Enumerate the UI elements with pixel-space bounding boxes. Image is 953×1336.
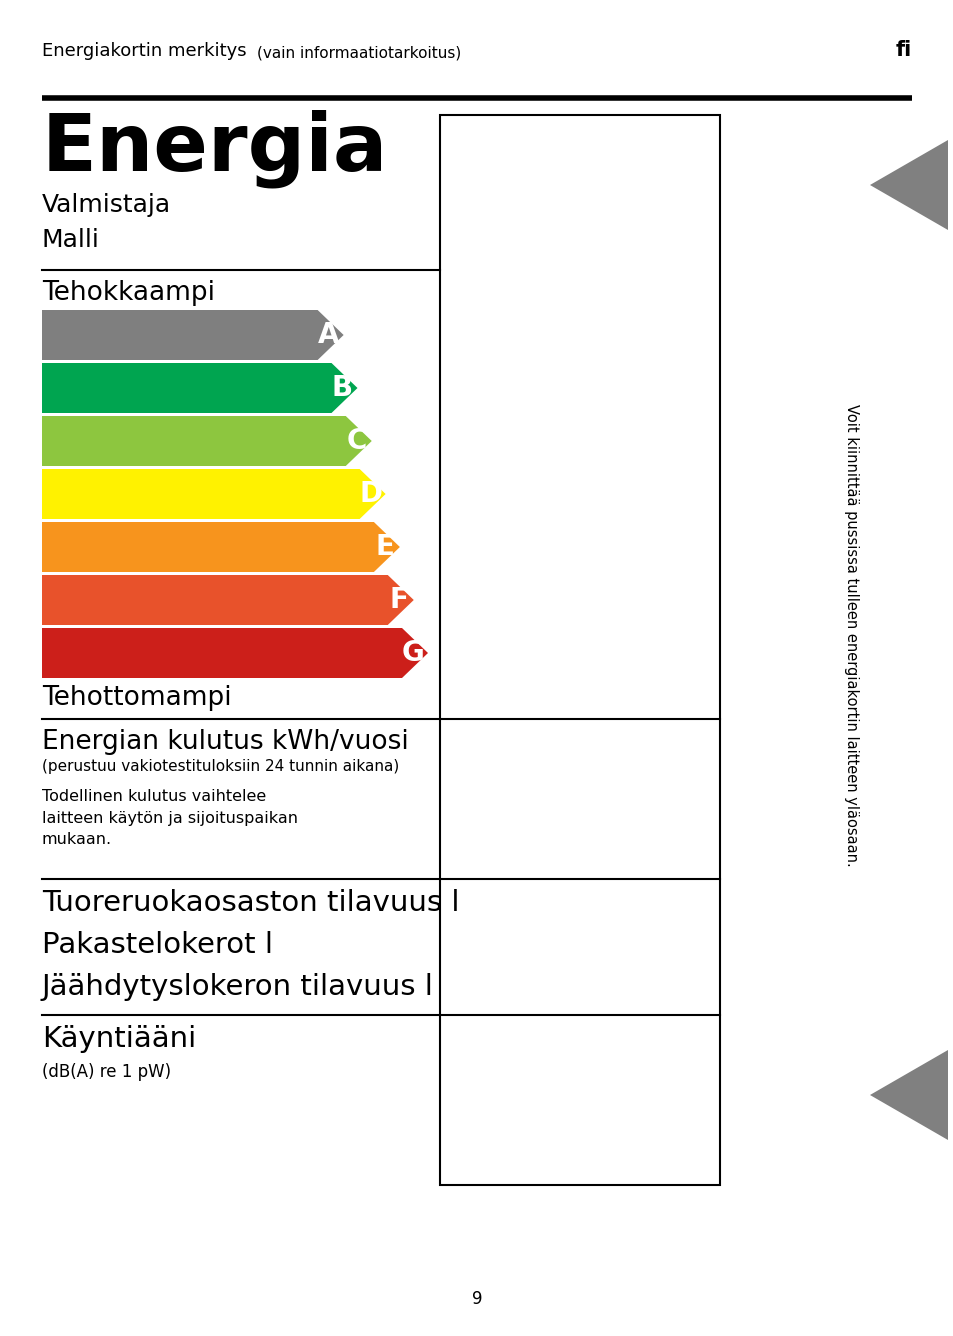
Text: C: C [346, 428, 367, 456]
Polygon shape [869, 140, 947, 230]
Text: Jäähdytyslokeron tilavuus l: Jäähdytyslokeron tilavuus l [42, 973, 434, 1001]
Text: D: D [358, 480, 382, 508]
Bar [439, 115, 720, 1185]
Polygon shape [42, 415, 372, 466]
Text: Käyntiääni: Käyntiääni [42, 1025, 196, 1053]
Text: Malli: Malli [42, 228, 100, 253]
Text: fi: fi [895, 40, 911, 60]
Text: Todellinen kulutus vaihtelee
laitteen käytön ja sijoituspaikan
mukaan.: Todellinen kulutus vaihtelee laitteen kä… [42, 790, 297, 847]
Text: F: F [389, 587, 408, 615]
Polygon shape [42, 363, 357, 413]
Text: Voit kiinnittää pussissa tulleen energiakortin laitteen yläosaan.: Voit kiinnittää pussissa tulleen energia… [843, 403, 859, 866]
Text: (vain informaatiotarkoitus): (vain informaatiotarkoitus) [256, 45, 460, 60]
Text: 9: 9 [471, 1291, 482, 1308]
Text: Tuoreruokaosaston tilavuus l: Tuoreruokaosaston tilavuus l [42, 888, 459, 916]
Text: (dB(A) re 1 pW): (dB(A) re 1 pW) [42, 1063, 171, 1081]
Text: Energia: Energia [42, 110, 388, 188]
Polygon shape [42, 628, 428, 677]
Polygon shape [42, 522, 399, 572]
Text: Pakastelokerot l: Pakastelokerot l [42, 931, 273, 959]
Text: A: A [317, 321, 339, 349]
Polygon shape [869, 1050, 947, 1140]
Polygon shape [42, 310, 343, 359]
Polygon shape [42, 469, 385, 518]
Polygon shape [42, 574, 414, 625]
Text: B: B [332, 374, 353, 402]
Text: Energiakortin merkitys: Energiakortin merkitys [42, 41, 247, 60]
Text: (perustuu vakiotestituloksiin 24 tunnin aikana): (perustuu vakiotestituloksiin 24 tunnin … [42, 759, 399, 774]
Text: Tehokkaampi: Tehokkaampi [42, 281, 214, 306]
Text: G: G [401, 639, 424, 667]
Text: Energian kulutus kWh/vuosi: Energian kulutus kWh/vuosi [42, 729, 408, 755]
Text: E: E [375, 533, 394, 561]
Text: Tehottomampi: Tehottomampi [42, 685, 232, 711]
Text: Valmistaja: Valmistaja [42, 192, 171, 216]
